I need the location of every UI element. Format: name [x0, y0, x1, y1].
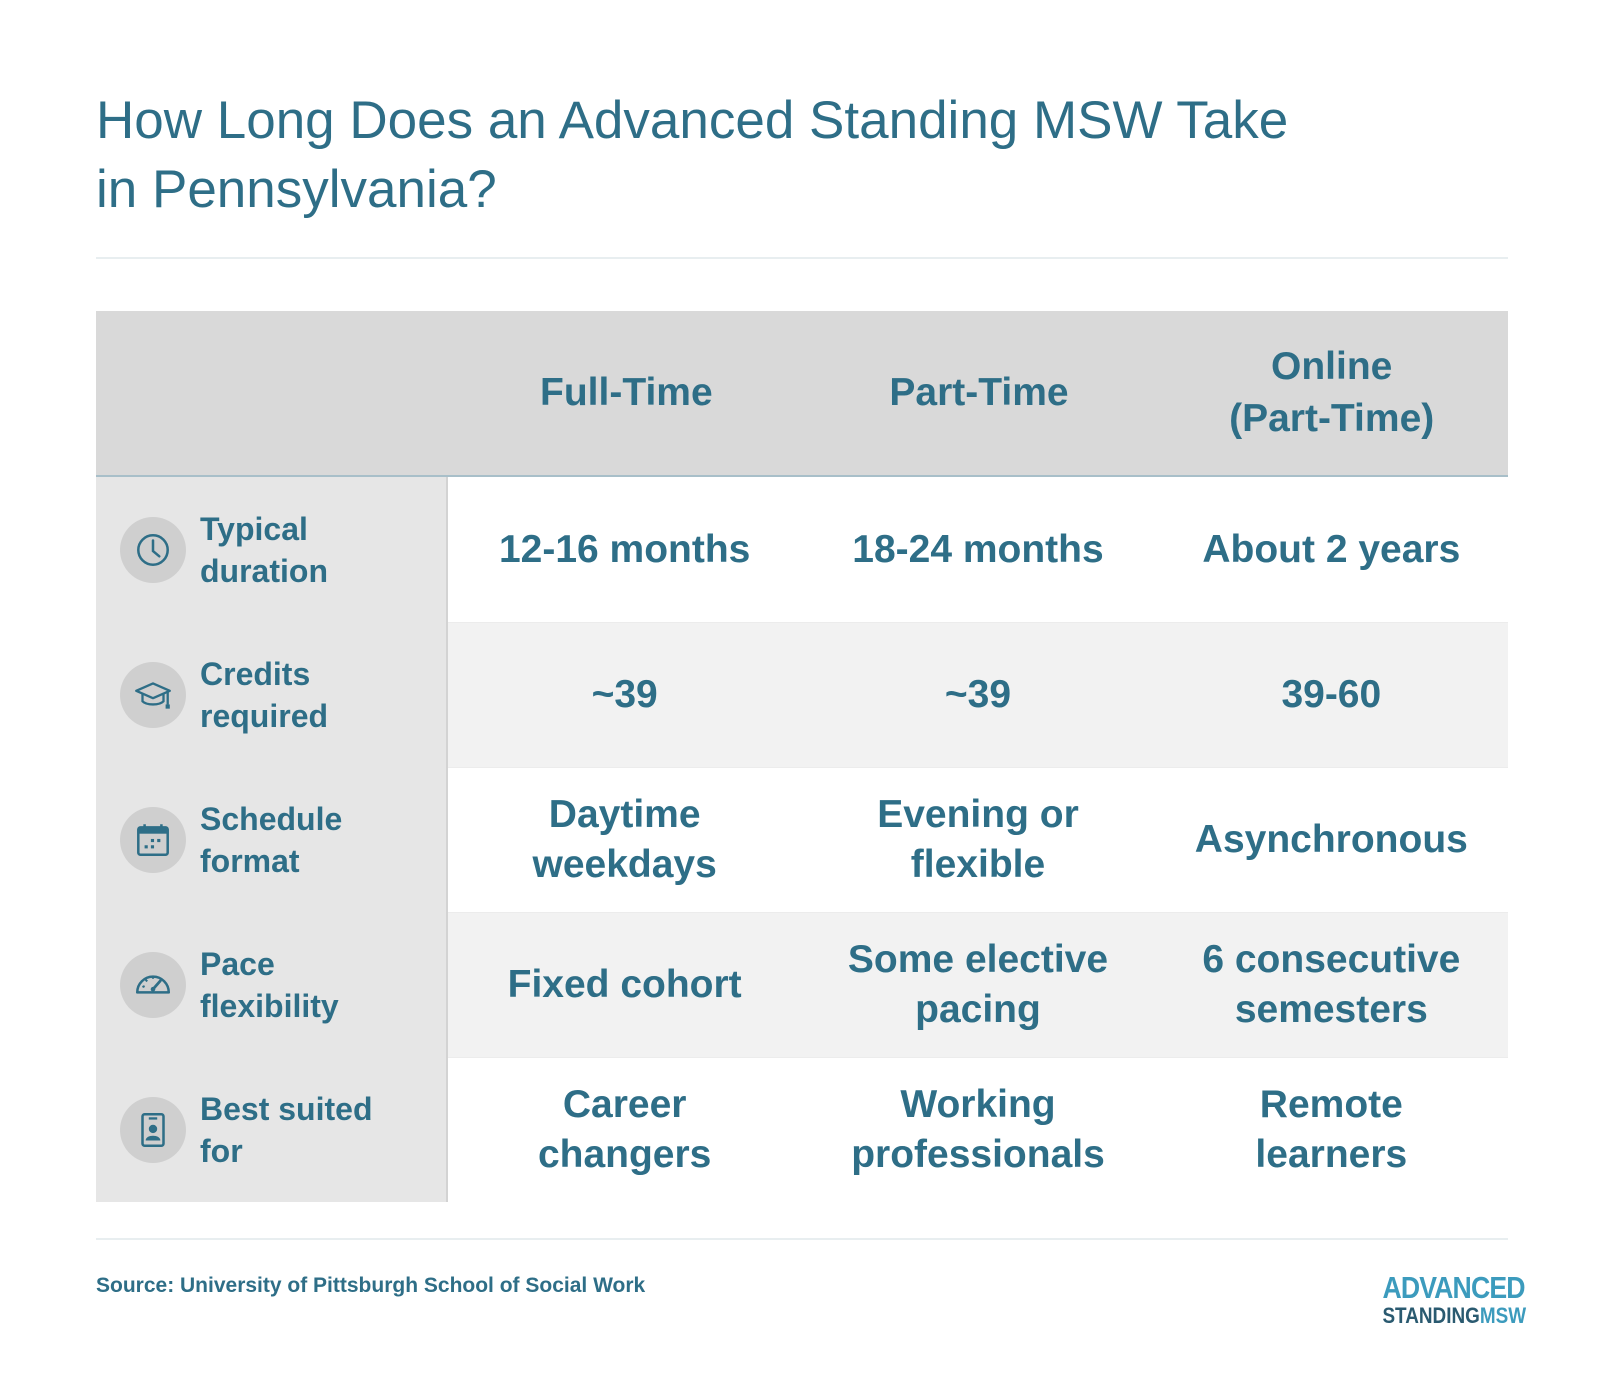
- footer-divider: [96, 1238, 1508, 1240]
- brand-logo: ADVANCED STANDINGMSW: [1362, 1270, 1526, 1328]
- calendar-icon: [120, 806, 186, 873]
- table-cell: 39-60: [1154, 623, 1508, 767]
- table-cell: 18-24 months: [801, 477, 1155, 622]
- table-row: Schedule format Daytime weekdays Evening…: [96, 767, 1508, 912]
- source-note: Source: University of Pittsburgh School …: [96, 1274, 646, 1297]
- comparison-table: Full-Time Part-Time Online (Part-Time) T…: [96, 311, 1508, 1202]
- logo-line-2: STANDINGMSW: [1382, 1303, 1526, 1328]
- table-cell: Evening or flexible: [801, 768, 1155, 912]
- table-cell: Asynchronous: [1154, 768, 1508, 912]
- table-header: Full-Time Part-Time Online (Part-Time): [96, 311, 1508, 477]
- table-cell: Career changers: [448, 1058, 802, 1202]
- row-label-cell: Best suited for: [96, 1057, 448, 1202]
- row-label-cell: Credits required: [96, 622, 448, 767]
- table-cell: Daytime weekdays: [448, 768, 802, 912]
- table-cell: 12-16 months: [448, 477, 802, 622]
- table-cell: Fixed cohort: [448, 913, 802, 1057]
- row-label-cell: Typical duration: [96, 477, 448, 622]
- speedometer-icon: [120, 951, 186, 1018]
- logo-word-standing: STANDING: [1382, 1303, 1480, 1328]
- logo-line-1: ADVANCED: [1382, 1270, 1525, 1305]
- table-cell: About 2 years: [1154, 477, 1508, 622]
- title-divider: [96, 257, 1508, 259]
- column-header-full-time: Full-Time: [540, 371, 713, 414]
- graduation-cap-icon: [120, 661, 186, 728]
- header-corner: [96, 311, 450, 475]
- table-cell: Remote learners: [1154, 1058, 1508, 1202]
- row-label: Pace flexibility: [200, 945, 339, 1024]
- row-label: Best suited for: [200, 1090, 373, 1169]
- page-title: How Long Does an Advanced Standing MSW T…: [96, 91, 1289, 219]
- row-label-cell: Schedule format: [96, 767, 448, 912]
- table-cell: 6 consecutive semesters: [1154, 913, 1508, 1057]
- table-row: Pace flexibility Fixed cohort Some elect…: [96, 912, 1508, 1057]
- table-cell: Some elective pacing: [801, 913, 1155, 1057]
- clock-icon: [120, 516, 186, 583]
- id-badge-icon: [120, 1096, 186, 1163]
- table-cell: ~39: [801, 623, 1155, 767]
- table-cell: ~39: [448, 623, 802, 767]
- table-row: Credits required ~39 ~39 39-60: [96, 622, 1508, 767]
- row-label-cell: Pace flexibility: [96, 912, 448, 1057]
- table-row: Best suited for Career changers Working …: [96, 1057, 1508, 1202]
- row-label: Schedule format: [200, 800, 343, 879]
- logo-word-msw: MSW: [1479, 1303, 1527, 1328]
- table-cell: Working professionals: [801, 1058, 1155, 1202]
- row-label: Typical duration: [200, 510, 328, 589]
- column-header-part-time: Part-Time: [889, 371, 1069, 414]
- column-header-online: Online (Part-Time): [1229, 345, 1435, 440]
- row-label: Credits required: [200, 655, 329, 734]
- table-row: Typical duration 12-16 months 18-24 mont…: [96, 477, 1508, 622]
